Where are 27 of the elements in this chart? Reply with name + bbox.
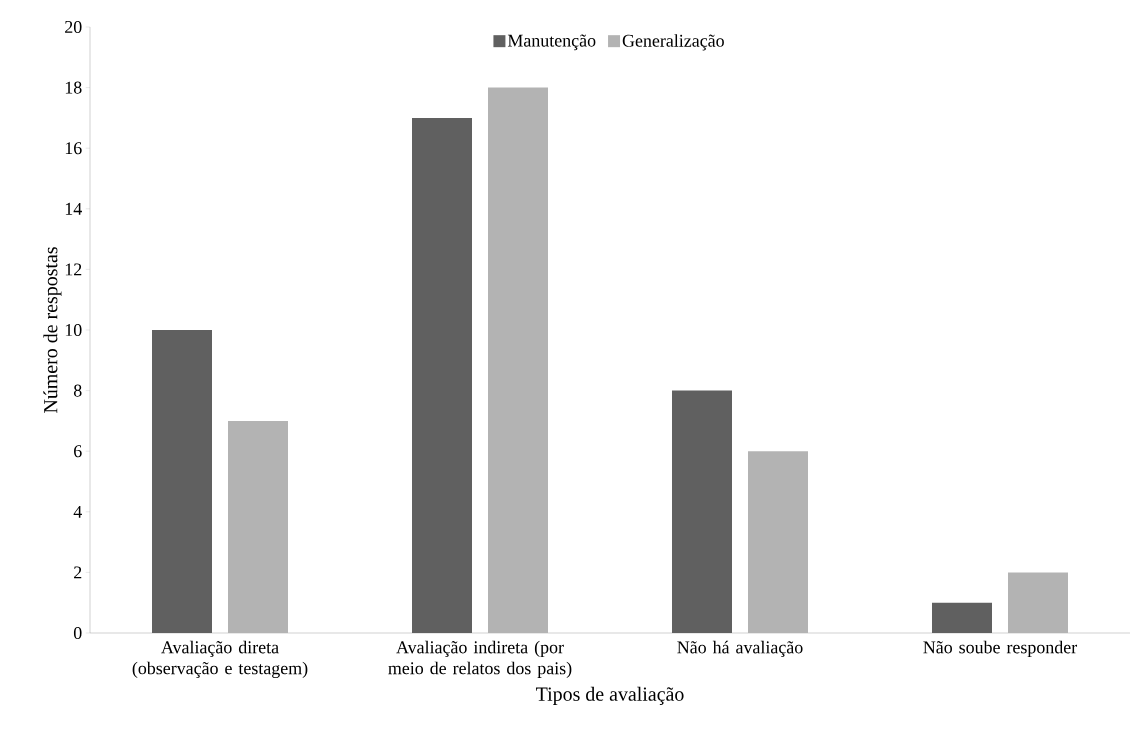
y-tick-label: 14: [65, 202, 82, 215]
legend-label: Generalização: [622, 34, 724, 51]
bar: [152, 330, 212, 633]
y-axis-title: Número de respostas: [43, 247, 62, 413]
x-tick-label: Não há avaliação: [677, 640, 803, 658]
bar: [412, 117, 472, 633]
y-tick-label: 12: [65, 263, 82, 276]
bar: [228, 420, 288, 633]
y-tick-label: 20: [65, 20, 82, 34]
y-tick-label: 16: [65, 142, 82, 155]
y-tick-label: 18: [65, 81, 82, 94]
x-tick-label: Avaliação indireta (por meio de relatos dos pais): [388, 640, 572, 678]
x-tick-label: Avaliação direta (observação e testagem): [132, 640, 308, 679]
legend-label: Manutenção: [507, 34, 596, 51]
bar: [932, 602, 992, 633]
y-tick-label: 8: [73, 384, 82, 397]
x-axis-title: Tipos de avaliação: [536, 686, 684, 705]
x-tick-label: Não soube responder: [923, 640, 1078, 658]
bar: [672, 390, 732, 633]
bar: [488, 87, 548, 633]
bar: [748, 451, 808, 633]
y-tick-label: 4: [73, 505, 82, 518]
y-tick-label: 10: [65, 323, 82, 337]
y-tick-label: 0: [73, 626, 82, 640]
y-tick-label: 2: [74, 566, 82, 579]
y-tick-label: 6: [74, 445, 82, 458]
bar: [1008, 572, 1068, 633]
